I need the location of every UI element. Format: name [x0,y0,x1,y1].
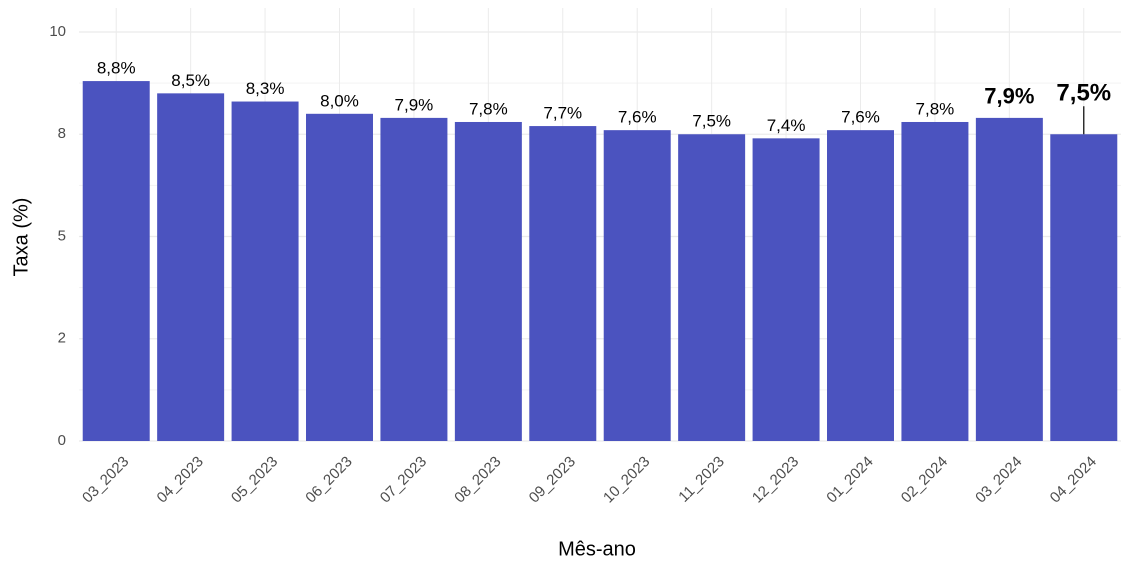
bar [678,134,746,441]
bar [380,117,448,441]
x-tick-label: 10_2023 [600,453,653,506]
bar [975,117,1043,441]
value-label: 7,6% [841,108,880,127]
y-tick-label: 10 [49,23,66,40]
bar [231,101,299,441]
value-label: 7,9% [395,95,434,114]
bar [752,138,820,441]
value-label: 7,9% [984,84,1034,109]
value-label: 7,6% [618,108,657,127]
x-tick-label: 12_2023 [749,453,802,506]
value-label: 8,3% [246,79,285,98]
bar [901,121,969,441]
bar [454,121,522,441]
bar [529,126,597,441]
bar [827,130,894,441]
x-tick-label: 03_2023 [79,453,132,506]
x-tick-label: 07_2023 [377,453,430,506]
x-tick-label: 09_2023 [526,453,579,506]
y-tick-label: 2 [58,330,66,347]
value-label: 8,0% [320,91,359,110]
x-axis-title: Mês-ano [558,538,636,560]
bar [82,81,150,441]
bar [157,93,225,441]
x-tick-label: 01_2024 [823,453,876,506]
y-axis-title: Taxa (%) [10,198,32,277]
x-tick-label: 11_2023 [675,453,728,506]
y-tick-label: 0 [58,432,66,449]
value-label: 7,4% [767,116,806,135]
value-label: 8,8% [97,59,136,78]
x-tick-label: 08_2023 [451,453,504,506]
y-tick-label: 5 [58,227,66,244]
value-label: 7,5% [1056,80,1111,107]
bar [1050,134,1118,441]
value-label: 7,8% [916,99,955,118]
x-tick-label: 06_2023 [302,453,355,506]
value-label: 8,5% [171,71,210,90]
value-label: 7,7% [543,104,582,123]
bar [306,113,373,442]
value-label: 7,5% [692,112,731,131]
x-tick-label: 04_2023 [154,453,207,506]
y-tick-label: 8 [58,125,66,142]
value-label: 7,8% [469,99,508,118]
x-tick-label: 05_2023 [228,453,281,506]
x-tick-label: 04_2024 [1047,453,1100,506]
x-tick-label: 02_2024 [898,453,951,506]
bar [603,130,671,441]
x-tick-label: 03_2024 [972,453,1025,506]
